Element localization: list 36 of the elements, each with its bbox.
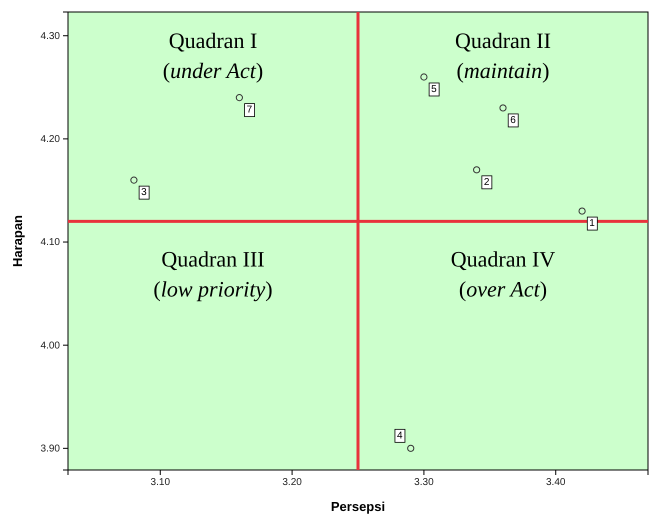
x-tick-label: 3.30 [414,477,434,488]
annotation: Quadran I (under Act) [162,28,264,83]
y-axis-title: Harapan [10,214,25,268]
label-box: 1 [586,216,598,230]
label-box: 3 [138,186,150,200]
y-tick-label: 4.30 [40,30,60,42]
label-box: 6 [508,114,519,128]
y-tick-label: 3.90 [40,444,60,455]
annotation: 3 [141,187,148,198]
x-axis-title: Persepsi [330,499,386,514]
point [130,176,138,184]
point [499,104,507,112]
y-tick-label: 4.00 [40,340,60,352]
label-box: 2 [481,175,492,190]
annotation: 7 [246,104,253,116]
x-tick-label: 3.10 [150,477,170,488]
annotation: 2 [484,176,490,188]
point [473,166,480,174]
x-tick-label: 3.40 [546,477,566,488]
point [578,208,586,215]
y-tick-label: 4.20 [40,134,60,146]
annotation: 6 [510,114,516,126]
label-box: 4 [394,428,406,443]
annotation: 5 [431,84,438,95]
annotation: Quadran IV (over Act) [450,246,556,302]
point [420,73,428,81]
label-box: 7 [244,103,255,118]
label-box: 5 [428,82,440,96]
annotation: 1 [589,218,596,230]
x-tick-label: 3.20 [282,477,302,488]
annotation: 4 [396,430,403,442]
y-tick-label: 4.10 [40,237,60,248]
point [236,94,243,102]
annotation: Quadran II (maintain) [455,28,551,83]
point [407,444,414,452]
annotation: Quadran III (low priority) [153,246,273,302]
